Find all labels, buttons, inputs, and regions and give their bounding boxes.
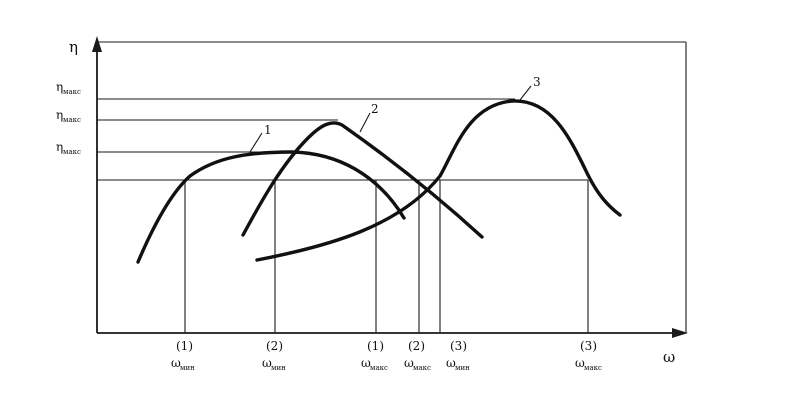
curve-3-label: 3 bbox=[533, 75, 541, 89]
curve-2-label: 2 bbox=[371, 102, 379, 116]
omega-min-1-label: (1) ω мин bbox=[171, 339, 195, 372]
svg-text:(1): (1) bbox=[367, 339, 384, 353]
eta-max-1-label: η макс bbox=[56, 140, 81, 156]
svg-text:η: η bbox=[56, 80, 63, 94]
omega-max-3-label: (3) ω макс bbox=[575, 339, 602, 372]
svg-text:(2): (2) bbox=[408, 339, 425, 353]
svg-text:η: η bbox=[56, 108, 63, 122]
svg-text:(3): (3) bbox=[580, 339, 597, 353]
curve-1-label: 1 bbox=[264, 123, 272, 137]
omega-max-2-label: (2) ω макс bbox=[404, 339, 431, 372]
svg-text:(2): (2) bbox=[266, 339, 283, 353]
omega-max-1-label: (1) ω макс bbox=[361, 339, 388, 372]
x-axis-arrow bbox=[672, 328, 688, 338]
svg-text:макс: макс bbox=[63, 88, 81, 96]
svg-text:η: η bbox=[56, 140, 63, 154]
curve-3 bbox=[255, 99, 622, 262]
svg-text:макс: макс bbox=[584, 364, 602, 372]
svg-text:ω: ω bbox=[361, 356, 371, 370]
svg-text:мин: мин bbox=[455, 364, 470, 372]
svg-text:макс: макс bbox=[370, 364, 388, 372]
svg-text:ω: ω bbox=[404, 356, 414, 370]
curve-1-leader bbox=[249, 132, 263, 153]
x-axis-label: ω bbox=[663, 348, 675, 366]
svg-text:ω: ω bbox=[446, 356, 456, 370]
curve-1 bbox=[136, 150, 406, 264]
svg-text:макс: макс bbox=[413, 364, 431, 372]
svg-text:макс: макс bbox=[63, 116, 81, 124]
svg-text:ω: ω bbox=[575, 356, 585, 370]
svg-text:макс: макс bbox=[63, 148, 81, 156]
svg-text:ω: ω bbox=[171, 356, 181, 370]
y-axis-arrow bbox=[92, 36, 102, 52]
svg-text:мин: мин bbox=[271, 364, 286, 372]
svg-text:мин: мин bbox=[180, 364, 195, 372]
curve-2-leader bbox=[359, 112, 371, 133]
omega-min-3-label: (3) ω мин bbox=[446, 339, 470, 372]
eta-max-2-label: η макс bbox=[56, 108, 81, 124]
y-axis-label: η bbox=[69, 38, 78, 56]
svg-text:(1): (1) bbox=[176, 339, 193, 353]
omega-min-2-label: (2) ω мин bbox=[262, 339, 286, 372]
svg-text:ω: ω bbox=[262, 356, 272, 370]
eta-max-3-label: η макс bbox=[56, 80, 81, 96]
svg-text:(3): (3) bbox=[450, 339, 467, 353]
curve-3-leader bbox=[519, 85, 532, 101]
